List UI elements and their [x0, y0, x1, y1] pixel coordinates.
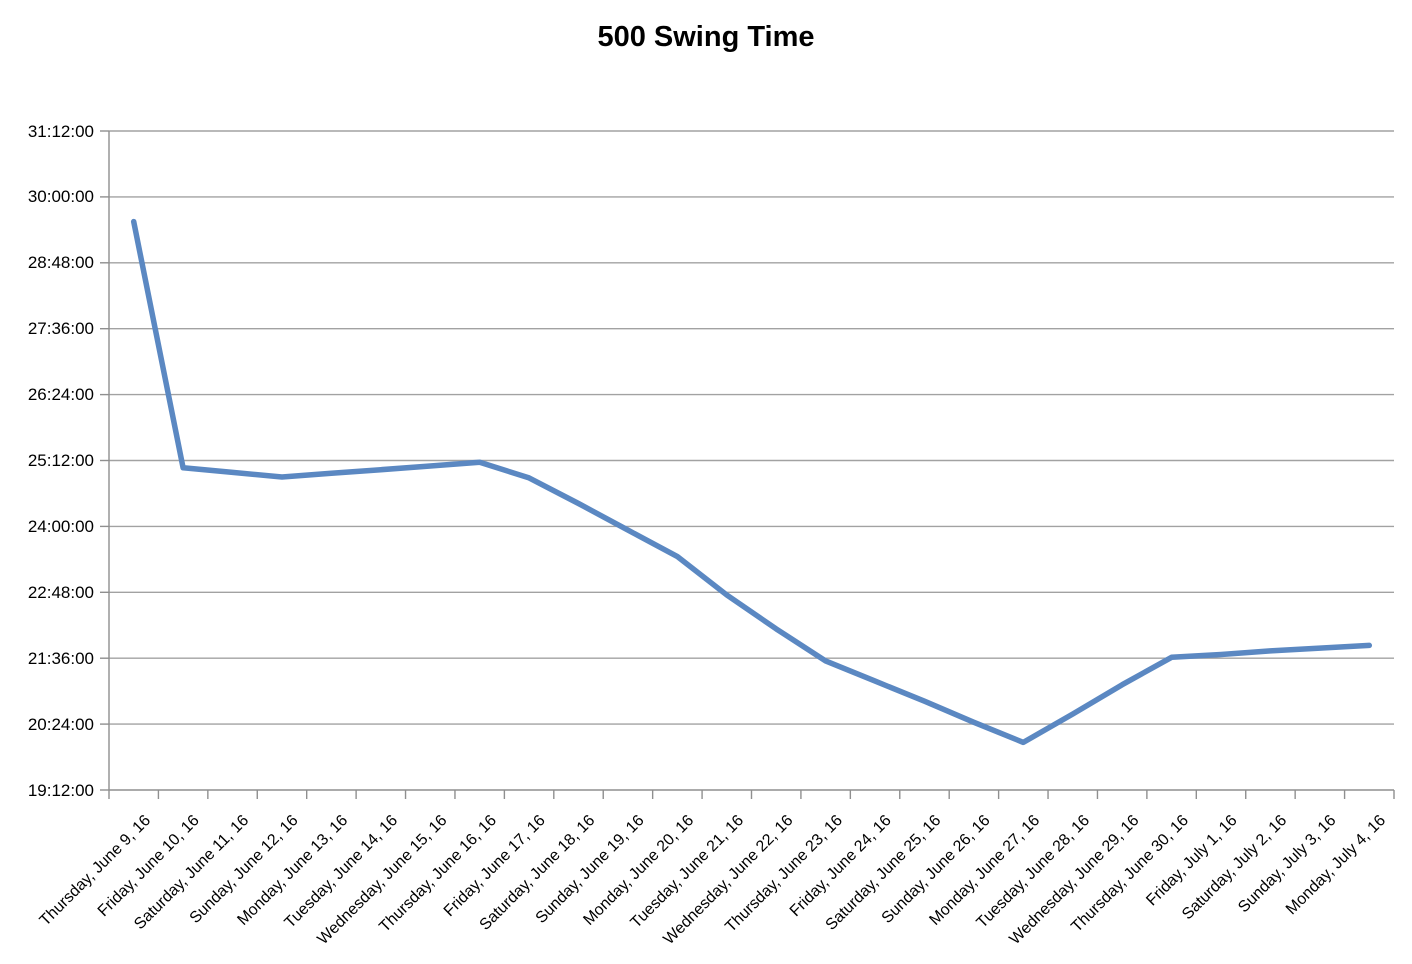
y-axis-tick-label: 22:48:00 — [27, 582, 94, 602]
y-axis-tick-label: 28:48:00 — [27, 253, 94, 273]
y-axis-tick-label: 31:12:00 — [27, 121, 94, 141]
y-axis-tick-label: 30:00:00 — [27, 187, 94, 207]
y-axis-tick-label: 26:24:00 — [27, 385, 94, 405]
y-axis-tick-label: 27:36:00 — [27, 319, 94, 339]
y-axis-tick-label: 20:24:00 — [27, 714, 94, 734]
data-series-line — [130, 218, 1373, 746]
y-axis-tick-label: 24:00:00 — [27, 516, 94, 536]
chart-title: 500 Swing Time — [597, 21, 815, 53]
y-axis-tick-label: 19:12:00 — [27, 780, 94, 800]
y-axis-tick-label: 21:36:00 — [27, 648, 94, 668]
y-axis-tick-label: 25:12:00 — [27, 451, 94, 470]
